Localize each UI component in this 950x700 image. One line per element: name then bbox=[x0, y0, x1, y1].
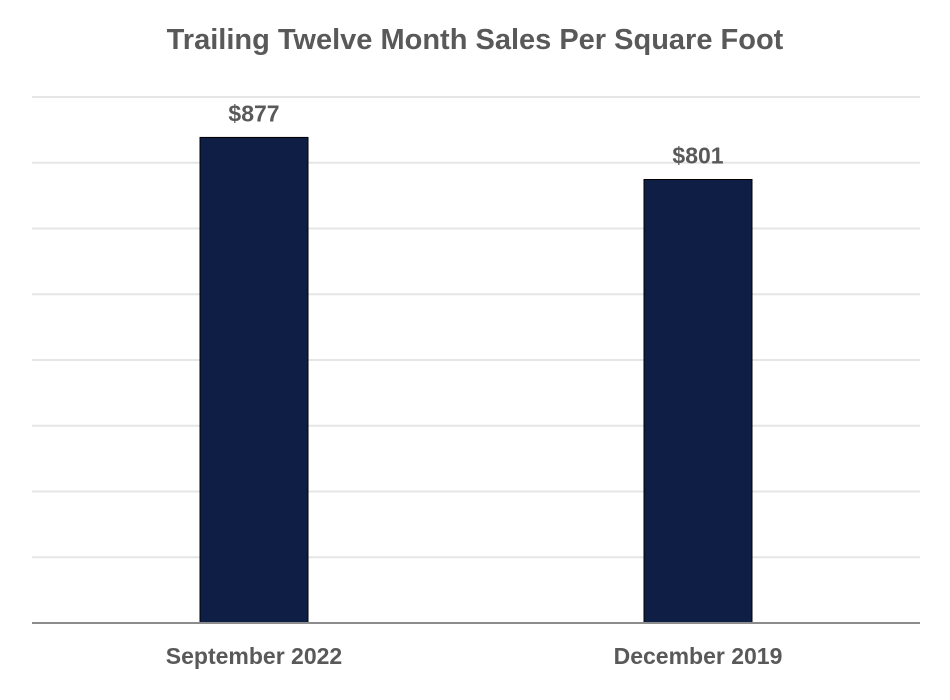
bar-0 bbox=[199, 136, 309, 624]
bars bbox=[199, 136, 753, 624]
x-tick-label-1: December 2019 bbox=[614, 643, 783, 669]
data-labels: $877 $801 bbox=[228, 100, 723, 168]
data-label-0: $877 bbox=[228, 100, 279, 126]
chart-title: Trailing Twelve Month Sales Per Square F… bbox=[166, 24, 784, 56]
data-label-1: $801 bbox=[672, 142, 723, 168]
x-tick-label-0: September 2022 bbox=[166, 643, 342, 669]
x-axis-tick-labels: September 2022 December 2019 bbox=[166, 643, 783, 669]
bar-1 bbox=[643, 178, 753, 624]
gridlines bbox=[32, 96, 920, 559]
